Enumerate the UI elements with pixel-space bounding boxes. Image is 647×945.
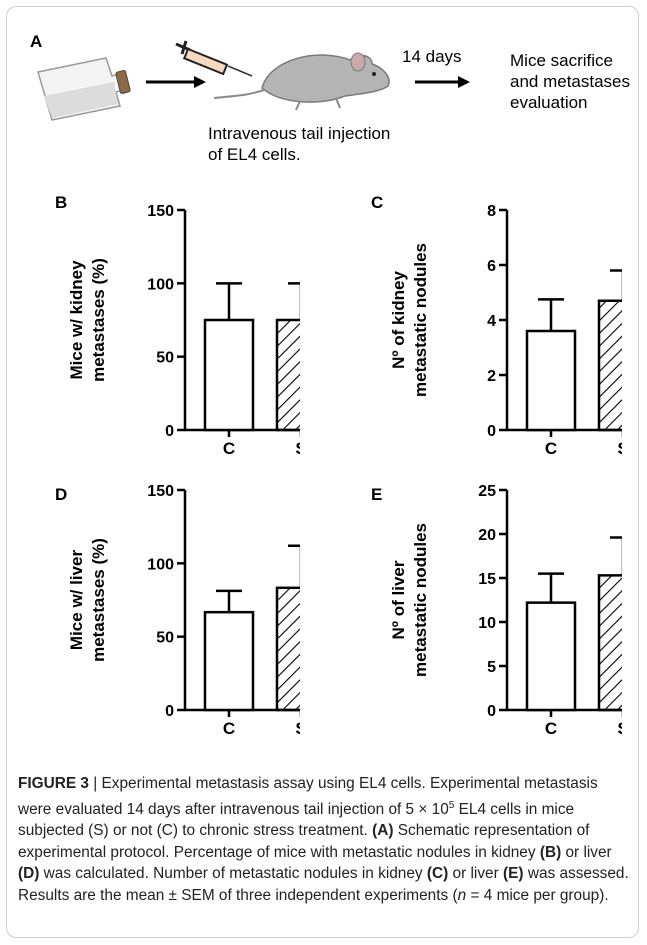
caption-ref: (B) — [539, 843, 562, 861]
y-tick-label: 25 — [478, 483, 496, 500]
y-axis-label: Nº of kidney — [389, 271, 408, 369]
figure-label: FIGURE 3 — [18, 775, 89, 792]
panel-d-letter: D — [55, 485, 68, 504]
caption-text: Schematic representation of experimental… — [18, 822, 590, 861]
panel-e-letter: E — [371, 485, 383, 504]
caption-superscript: 5 — [448, 799, 455, 811]
caption-ref: (A) — [372, 822, 394, 840]
caption-text: = 4 mice per group). — [466, 886, 609, 904]
y-tick-label: 50 — [156, 350, 174, 367]
y-tick-label: 5 — [487, 659, 496, 676]
culture-flask-icon — [37, 57, 131, 121]
y-axis-label: Mice w/ liver — [67, 550, 86, 651]
y-tick-label: 100 — [147, 276, 174, 293]
injection-line: Intravenous tail injection — [208, 124, 391, 143]
x-tick-label: S — [295, 439, 300, 458]
x-tick-label: C — [223, 719, 235, 738]
x-tick-label: C — [545, 439, 557, 458]
figure-frame — [6, 6, 639, 938]
x-tick-label: C — [545, 719, 557, 738]
panel-b-letter: B — [55, 193, 68, 212]
y-tick-label: 0 — [165, 423, 174, 440]
y-tick-label: 2 — [487, 368, 496, 385]
y-tick-label: 15 — [478, 571, 496, 588]
outcome-line: evaluation — [510, 93, 588, 112]
bar-c — [203, 610, 255, 712]
chart-liver-nodules: Nº of liver metastatic nodules 0 5 10 15 20 25 C… — [389, 483, 622, 738]
bar-c — [525, 329, 577, 432]
bar-s — [597, 574, 622, 712]
y-axis-label: metastases (%) — [89, 538, 108, 662]
y-tick-label: 100 — [147, 556, 174, 573]
y-tick-label: 150 — [147, 203, 174, 220]
y-tick-label: 0 — [165, 703, 174, 720]
caption-n: n — [457, 886, 467, 904]
y-axis-label: metastatic nodules — [411, 523, 430, 677]
caption-ref: (D) — [18, 865, 40, 883]
x-tick-label: S — [617, 719, 622, 738]
y-tick-label: 50 — [156, 630, 174, 647]
figure-caption: FIGURE 3 | Experimental metastasis assay… — [18, 773, 634, 906]
caption-text: or liver — [561, 843, 612, 861]
y-tick-label: 150 — [147, 483, 174, 500]
y-tick-label: 0 — [487, 423, 496, 440]
panel-c-letter: C — [371, 193, 384, 212]
y-axis-label: Nº of liver — [389, 560, 408, 639]
y-axis-label: metastatic nodules — [411, 243, 430, 397]
outcome-label: Mice sacrifice and metastases evaluation — [510, 50, 630, 113]
bar-c — [203, 318, 255, 432]
outcome-line: and metastases — [510, 72, 631, 91]
panel-a-letter: A — [30, 32, 43, 51]
bar-s — [275, 586, 300, 712]
caption-title: | Experimental metastasis assay using EL… — [18, 775, 598, 818]
caption-text: was calculated. Number of metastatic nod… — [39, 865, 427, 883]
duration-label: 14 days — [402, 47, 462, 66]
x-tick-label: S — [617, 439, 622, 458]
y-tick-label: 0 — [487, 703, 496, 720]
bar-s — [597, 299, 622, 432]
y-tick-label: 8 — [487, 203, 496, 220]
y-axis-label: Mice w/ kidney — [67, 260, 86, 380]
mouse-icon — [213, 52, 390, 111]
caption-text: or liver — [448, 865, 504, 883]
y-tick-label: 10 — [478, 615, 496, 632]
caption-text: was assessed. Results are the mean ± SEM… — [18, 865, 629, 904]
caption-ref: (E) — [503, 865, 524, 883]
injection-label: Intravenous tail injection of EL4 cells. — [208, 123, 390, 165]
injection-line: of EL4 cells. — [208, 145, 301, 164]
bar-c — [525, 601, 577, 712]
y-axis-label: metastases (%) — [89, 258, 108, 382]
y-tick-label: 6 — [487, 258, 496, 275]
y-tick-label: 4 — [487, 313, 496, 330]
caption-text: EL4 cells in mice subjected (S) or not (… — [18, 800, 575, 840]
panel-a-schematic — [37, 40, 470, 121]
arrow-icon — [146, 76, 206, 88]
syringe-icon — [175, 40, 253, 77]
x-tick-label: C — [223, 439, 235, 458]
y-tick-label: 20 — [478, 527, 496, 544]
x-tick-label: S — [295, 719, 300, 738]
caption-ref: (C) — [426, 865, 449, 883]
outcome-line: Mice sacrifice — [510, 51, 613, 70]
arrow-icon — [415, 76, 470, 88]
bar-s — [275, 318, 300, 432]
